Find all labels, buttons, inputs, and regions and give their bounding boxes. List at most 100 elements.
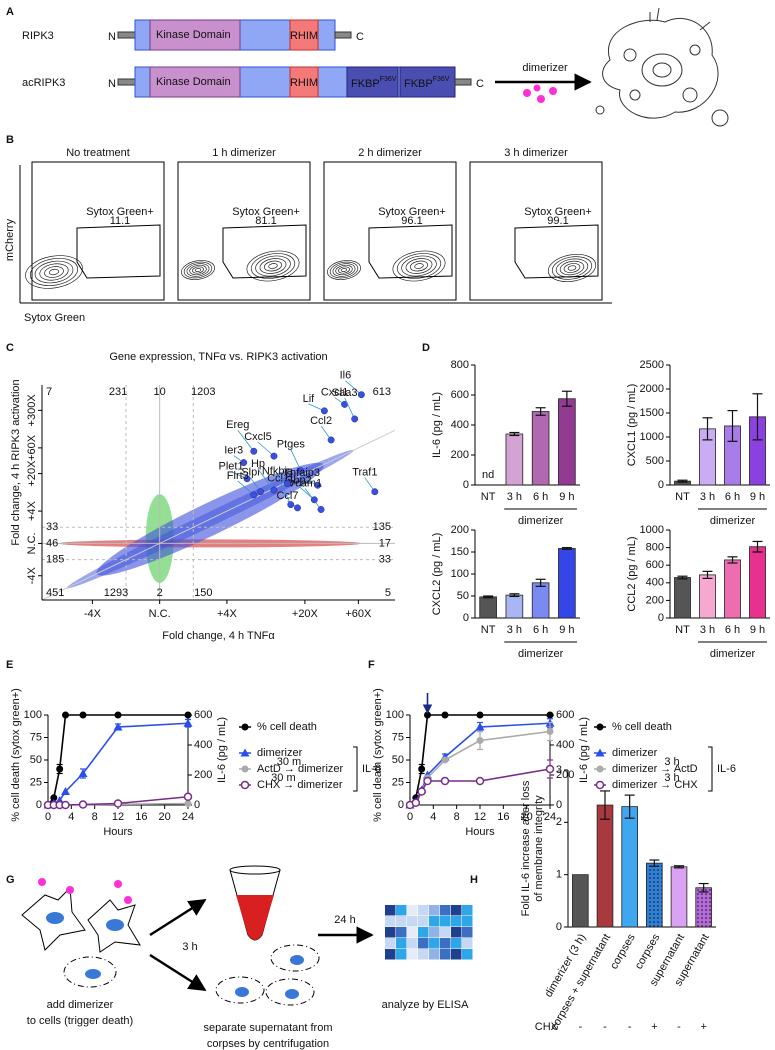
label-leader — [298, 485, 315, 501]
y-tick-label: 1 — [556, 869, 562, 881]
point — [310, 496, 318, 504]
x-tick-label: NT — [481, 624, 496, 636]
contour — [559, 260, 585, 276]
label-leader — [257, 441, 275, 457]
point — [320, 407, 328, 415]
bar — [505, 433, 524, 486]
legend-group-label: IL-6 — [717, 763, 736, 775]
n-terminus: N — [108, 31, 116, 43]
group-label: dimerizer — [710, 648, 756, 660]
x-tick-label: 24 — [544, 811, 556, 823]
bar — [695, 887, 712, 928]
arrow-label: dimerizer — [522, 62, 568, 74]
point-label: Ccl7 — [276, 490, 298, 502]
y-axis-label: CCL2 (pg / mL) — [626, 536, 638, 611]
y-tick-label: 600 — [646, 559, 664, 571]
contour — [329, 261, 359, 279]
tube-rim — [229, 865, 281, 875]
plot-frame — [469, 161, 603, 301]
point-label: Lif — [303, 393, 316, 405]
plate-well — [396, 927, 407, 938]
x-tick-label: NT — [481, 491, 496, 503]
dimerizer-dot — [66, 886, 74, 894]
marker — [596, 765, 604, 773]
error-bar — [702, 417, 713, 441]
bar — [479, 596, 497, 619]
row-label: CHX — [535, 1021, 559, 1033]
plate-well — [385, 927, 396, 938]
rhim-domain — [289, 19, 319, 51]
linker — [117, 78, 136, 86]
marker — [545, 764, 555, 774]
label-leader — [280, 483, 292, 505]
point-label: Ereg — [226, 419, 249, 431]
plate-well — [418, 916, 429, 927]
corpse — [270, 944, 320, 972]
y-tick-label: 75 — [30, 731, 42, 743]
point — [314, 481, 322, 489]
nucleus — [285, 989, 299, 999]
gate-value: 96.1 — [401, 215, 422, 227]
dimerizer-dot — [533, 84, 541, 92]
dimerizer-dot — [549, 87, 557, 95]
legend-label: ActD → dimerizer — [257, 763, 344, 775]
fkbp-label: FKBPF36V — [404, 76, 450, 90]
point-label: Ccl2 — [310, 415, 332, 427]
y-tick-label: 400 — [451, 419, 469, 431]
x-tick-label: 3 h — [700, 491, 715, 503]
point — [371, 488, 379, 496]
group-label: dimerizer — [518, 515, 564, 527]
n-terminus: N — [108, 78, 116, 90]
count-label: 185 — [46, 553, 64, 565]
y-tick-label: 2 — [556, 816, 562, 828]
bar — [724, 559, 741, 619]
point — [240, 459, 248, 467]
plate-well — [407, 905, 418, 916]
plate-well — [462, 916, 473, 927]
bar — [531, 582, 550, 619]
legend-bracket — [353, 746, 358, 792]
error-bar — [509, 431, 520, 437]
x-tick-label: -4X — [84, 608, 102, 620]
point-label: Flrt3 — [227, 470, 249, 482]
plate-well — [451, 927, 462, 938]
x-tick-label: 6 h — [725, 624, 740, 636]
point-label: Vcam1 — [288, 477, 322, 489]
marker — [475, 722, 485, 731]
point-label: Saa3 — [332, 387, 358, 399]
rhim-label: RHIM — [290, 30, 318, 42]
point-label: Plet1 — [219, 461, 244, 473]
point — [327, 436, 335, 444]
error-bar — [600, 790, 610, 820]
marker — [183, 718, 193, 727]
label-leader — [237, 430, 255, 452]
error-bar — [677, 575, 688, 580]
step-label: to cells (trigger death) — [27, 1015, 133, 1027]
gate-label: Sytox Green+ — [232, 206, 300, 218]
contour — [181, 260, 215, 280]
arrow — [149, 953, 207, 992]
contour — [563, 263, 581, 273]
y-axis-label: of membrane integrity — [533, 795, 545, 902]
x-tick-label: 4 — [430, 811, 436, 823]
point — [257, 488, 264, 496]
step-label: corpses by centrifugation — [207, 1038, 329, 1050]
contour — [327, 260, 361, 280]
plate-well — [418, 938, 429, 949]
kinase-domain — [149, 66, 241, 98]
error-bar — [702, 570, 713, 580]
plate-well — [429, 949, 440, 960]
gate-label: Sytox Green+ — [524, 206, 592, 218]
bar — [674, 577, 691, 619]
y-tick-label: +20X — [26, 460, 38, 487]
bar — [505, 594, 524, 619]
supernatant — [236, 895, 274, 940]
legend-bracket — [708, 746, 713, 792]
plate-well — [451, 905, 462, 916]
contour — [409, 260, 429, 272]
count-label: 17 — [379, 537, 391, 549]
marker — [546, 711, 554, 719]
bar — [558, 548, 576, 619]
point-label: Nfkbia — [262, 466, 294, 478]
x-tick-label: 16 — [135, 811, 147, 823]
